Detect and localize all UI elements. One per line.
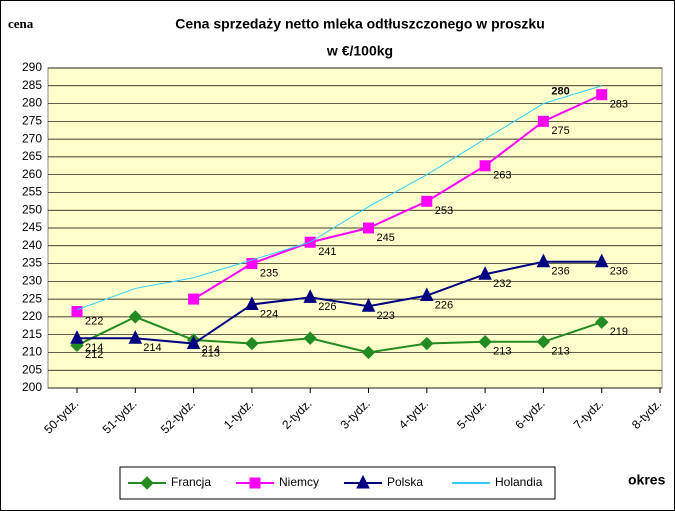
data-label: 222 (85, 315, 103, 327)
legend-label: Niemcy (279, 475, 319, 489)
legend-label: Francja (171, 475, 211, 489)
data-label: 223 (377, 310, 395, 322)
data-label: 236 (551, 266, 569, 278)
data-label: 241 (318, 246, 336, 258)
y-tick-label: 260 (22, 167, 42, 181)
data-label: 212 (85, 349, 103, 361)
data-point (128, 330, 143, 344)
y-tick-label: 275 (22, 114, 42, 128)
data-point (478, 335, 492, 349)
data-point (361, 298, 376, 312)
y-tick-label: 220 (22, 309, 42, 323)
x-axis-title: okres (628, 472, 666, 488)
series-line (76, 85, 602, 311)
data-point (363, 222, 374, 234)
y-tick-label: 265 (22, 149, 42, 163)
y-tick-label: 230 (22, 274, 42, 288)
data-label: 263 (493, 170, 511, 182)
data-label: 280 (551, 85, 569, 97)
data-point (245, 336, 259, 351)
legend-marker (140, 476, 154, 490)
series-line (193, 93, 603, 300)
y-tick-label: 235 (22, 256, 42, 270)
data-point (419, 287, 434, 302)
data-point (479, 160, 491, 172)
data-point (361, 345, 376, 360)
data-label: 236 (610, 266, 628, 278)
y-tick-label: 205 (22, 362, 42, 376)
data-label: 245 (377, 232, 395, 244)
y-axis-title: cena (8, 16, 34, 31)
data-label: 235 (260, 267, 278, 279)
data-point (536, 335, 551, 349)
y-tick-label: 245 (22, 220, 42, 234)
data-point (596, 89, 608, 101)
y-tick-label: 255 (22, 185, 42, 199)
data-point (303, 331, 317, 345)
data-label: 214 (85, 342, 103, 354)
data-label: 214 (143, 342, 161, 354)
data-point (246, 258, 258, 270)
data-point (188, 293, 200, 305)
series-line (76, 315, 603, 354)
y-tick-label: 210 (22, 345, 42, 359)
y-tick-label: 200 (22, 380, 42, 394)
data-label: 214 (202, 344, 220, 356)
series-line (77, 260, 602, 345)
legend-marker (356, 474, 370, 489)
data-point (420, 336, 434, 351)
data-point (478, 266, 492, 280)
data-label: 226 (435, 299, 453, 311)
data-point (594, 315, 609, 329)
chart-title: w €/100kg (326, 43, 393, 59)
data-point (70, 330, 84, 344)
y-tick-label: 240 (22, 238, 42, 252)
data-point (303, 289, 318, 303)
data-point (186, 335, 201, 350)
data-label: 232 (493, 278, 511, 290)
data-label: 213 (202, 347, 220, 359)
data-label: 275 (551, 125, 569, 137)
data-point (71, 306, 83, 318)
data-label: 224 (260, 308, 278, 320)
data-label: 226 (318, 301, 336, 313)
data-label: 213 (551, 346, 569, 358)
y-tick-label: 280 (22, 96, 42, 110)
data-point (536, 253, 551, 268)
legend-label: Holandia (495, 475, 543, 489)
data-label: 213 (493, 346, 511, 358)
legend-marker (249, 477, 261, 489)
data-label: 283 (610, 99, 628, 111)
y-tick-label: 285 (22, 78, 42, 92)
data-point (245, 296, 259, 310)
y-tick-label: 290 (22, 60, 42, 74)
data-label: 253 (435, 205, 453, 217)
data-point (128, 310, 143, 324)
chart-title: Cena sprzedaży netto mleka odtłuszczoneg… (175, 16, 545, 32)
y-tick-label: 225 (22, 291, 42, 305)
legend-label: Polska (387, 475, 423, 489)
data-point (537, 115, 549, 127)
data-point (594, 253, 609, 268)
data-point (421, 195, 433, 207)
data-label: 219 (610, 326, 628, 338)
y-tick-label: 215 (22, 327, 42, 341)
y-tick-label: 270 (22, 131, 42, 145)
y-tick-label: 250 (22, 202, 42, 216)
